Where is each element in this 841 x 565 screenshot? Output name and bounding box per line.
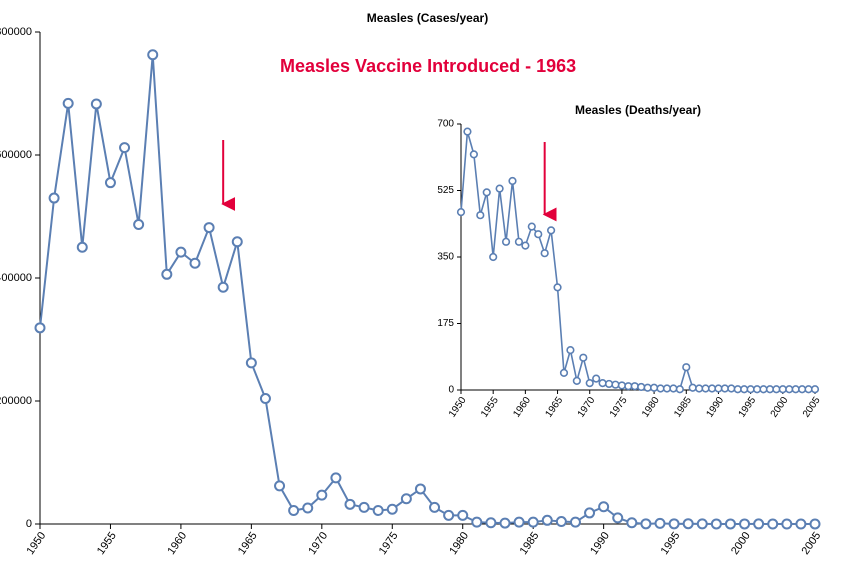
svg-text:800000: 800000 xyxy=(0,26,32,38)
svg-text:1975: 1975 xyxy=(608,395,630,420)
svg-text:200000: 200000 xyxy=(0,395,32,407)
svg-text:525: 525 xyxy=(437,185,454,196)
svg-text:1995: 1995 xyxy=(659,530,683,557)
svg-text:700: 700 xyxy=(437,119,454,130)
main-chart: 0 200000 400000 600000 800000 1950 1955 1960 196… xyxy=(0,11,823,557)
svg-text:2005: 2005 xyxy=(799,530,823,557)
svg-text:1970: 1970 xyxy=(576,395,598,420)
svg-text:Measles (Deaths/year): Measles (Deaths/year) xyxy=(575,103,701,117)
svg-text:Measles (Cases/year): Measles (Cases/year) xyxy=(367,11,488,25)
svg-text:2000: 2000 xyxy=(769,395,791,420)
svg-text:1965: 1965 xyxy=(543,395,565,420)
svg-text:1990: 1990 xyxy=(588,530,612,557)
svg-text:0: 0 xyxy=(448,385,454,396)
chart-canvas: 0 200000 400000 600000 800000 1950 1955 1960 196… xyxy=(0,0,841,565)
svg-text:1995: 1995 xyxy=(737,395,759,420)
svg-text:1950: 1950 xyxy=(447,395,469,420)
svg-text:1960: 1960 xyxy=(511,395,533,420)
svg-text:2005: 2005 xyxy=(801,395,823,420)
svg-text:175: 175 xyxy=(437,318,454,329)
svg-text:1955: 1955 xyxy=(95,530,119,557)
svg-text:1965: 1965 xyxy=(236,530,260,557)
svg-text:400000: 400000 xyxy=(0,272,32,284)
svg-text:1980: 1980 xyxy=(447,530,471,557)
svg-text:1955: 1955 xyxy=(479,395,501,420)
svg-text:1970: 1970 xyxy=(306,530,330,557)
inset-chart: 0 175 350 525 700 1950 1955 1960 1965 1970 1975 198… xyxy=(437,103,823,420)
svg-text:1980: 1980 xyxy=(640,395,662,420)
svg-text:1975: 1975 xyxy=(377,530,401,557)
svg-text:2000: 2000 xyxy=(729,530,753,557)
svg-text:1950: 1950 xyxy=(24,530,48,557)
svg-text:350: 350 xyxy=(437,252,454,263)
chart-svg: 0 200000 400000 600000 800000 1950 1955 1960 196… xyxy=(0,0,841,565)
svg-text:600000: 600000 xyxy=(0,149,32,161)
annotation-text: Measles Vaccine Introduced - 1963 xyxy=(280,56,576,76)
svg-text:0: 0 xyxy=(26,518,32,530)
svg-text:1960: 1960 xyxy=(165,530,189,557)
svg-text:1985: 1985 xyxy=(518,530,542,557)
svg-text:1990: 1990 xyxy=(704,395,726,420)
svg-text:1985: 1985 xyxy=(672,395,694,420)
